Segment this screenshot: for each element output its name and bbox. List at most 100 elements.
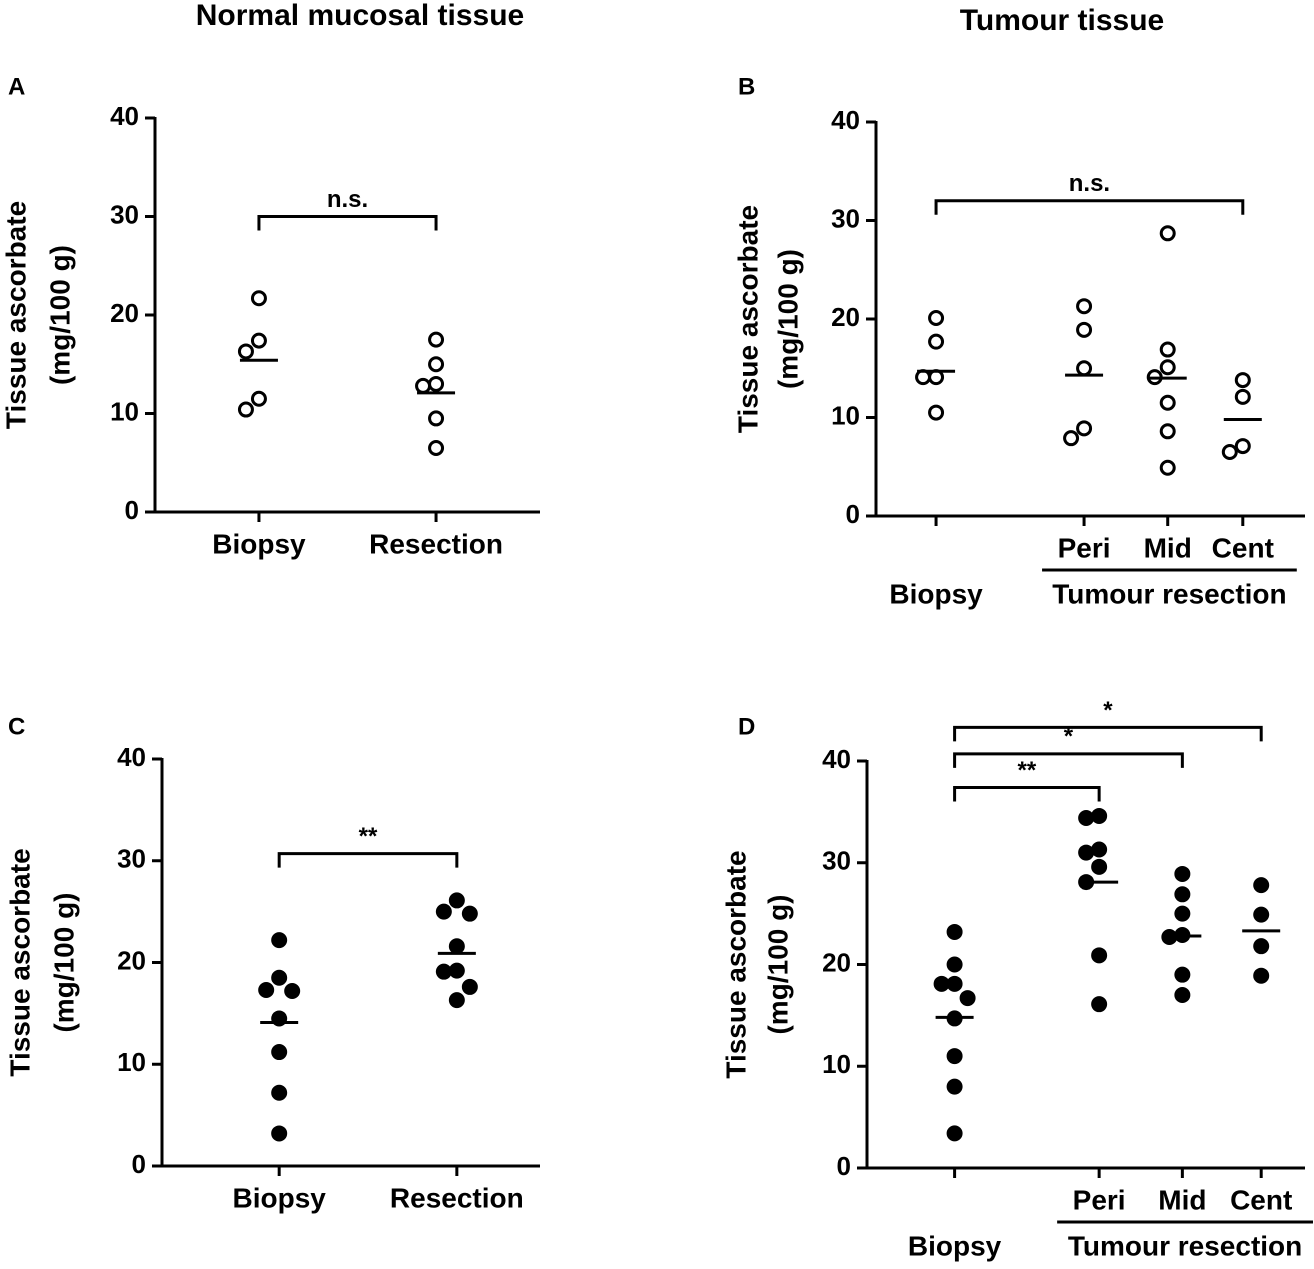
panel-label: B bbox=[738, 73, 755, 100]
data-point bbox=[1159, 459, 1176, 476]
y-axis-label: (mg/100 g) bbox=[48, 892, 79, 1032]
y-axis-label: (mg/100 g) bbox=[772, 249, 803, 389]
data-point bbox=[258, 981, 275, 998]
x-tick-label: Resection bbox=[390, 1182, 524, 1213]
data-point bbox=[250, 390, 267, 407]
y-tick-label: 30 bbox=[117, 844, 146, 874]
data-point bbox=[946, 1078, 963, 1095]
data-point bbox=[1221, 443, 1238, 460]
y-tick-label: 40 bbox=[117, 742, 146, 772]
y-tick-label: 0 bbox=[125, 495, 139, 525]
y-tick-label: 0 bbox=[132, 1149, 146, 1179]
data-point bbox=[1234, 388, 1251, 405]
panel-label: A bbox=[8, 73, 25, 100]
y-tick-label: 40 bbox=[110, 101, 139, 131]
data-point bbox=[448, 992, 465, 1009]
y-tick-label: 10 bbox=[822, 1049, 851, 1079]
significance-label: n.s. bbox=[1069, 170, 1110, 197]
y-axis-label: Tissue ascorbate bbox=[732, 205, 763, 433]
data-point bbox=[1253, 938, 1270, 955]
data-point bbox=[1076, 420, 1093, 437]
data-point bbox=[271, 932, 288, 949]
data-point bbox=[271, 1125, 288, 1142]
data-point bbox=[428, 410, 445, 427]
data-point bbox=[1174, 886, 1191, 903]
significance-label: * bbox=[1103, 697, 1113, 724]
data-point bbox=[946, 975, 963, 992]
data-point bbox=[237, 343, 254, 360]
significance-bracket bbox=[953, 725, 1263, 742]
y-tick-label: 20 bbox=[110, 298, 139, 328]
x-tick-label: Peri bbox=[1073, 1184, 1126, 1215]
data-point bbox=[1253, 906, 1270, 923]
significance-bracket bbox=[934, 199, 1245, 215]
data-point bbox=[1076, 298, 1093, 315]
y-tick-label: 20 bbox=[831, 302, 860, 332]
data-point bbox=[250, 332, 267, 349]
data-point bbox=[946, 956, 963, 973]
data-point bbox=[1159, 359, 1176, 376]
data-point bbox=[428, 439, 445, 456]
data-point bbox=[428, 375, 445, 392]
data-point bbox=[237, 401, 254, 418]
data-point bbox=[946, 923, 963, 940]
y-tick-label: 30 bbox=[110, 199, 139, 229]
data-point bbox=[1174, 905, 1191, 922]
data-point bbox=[428, 356, 445, 373]
significance-bracket bbox=[953, 785, 1101, 802]
y-tick-label: 0 bbox=[846, 499, 860, 529]
data-point bbox=[946, 1125, 963, 1142]
y-tick-label: 0 bbox=[837, 1151, 851, 1181]
data-point bbox=[461, 978, 478, 995]
significance-label: ** bbox=[359, 823, 378, 850]
data-point bbox=[959, 990, 976, 1007]
data-point bbox=[448, 962, 465, 979]
data-point bbox=[448, 938, 465, 955]
column-title: Tumour tissue bbox=[960, 4, 1164, 37]
data-point bbox=[1159, 225, 1176, 242]
y-tick-label: 10 bbox=[110, 396, 139, 426]
y-axis-label: Tissue ascorbate bbox=[0, 201, 31, 429]
y-tick-label: 10 bbox=[831, 400, 860, 430]
data-point bbox=[1076, 360, 1093, 377]
x-tick-label: Peri bbox=[1058, 532, 1111, 563]
data-point bbox=[271, 1044, 288, 1061]
y-tick-label: 20 bbox=[117, 945, 146, 975]
data-point bbox=[928, 404, 945, 421]
group-label: Tumour resection bbox=[1052, 578, 1286, 609]
x-tick-label: Resection bbox=[369, 528, 503, 559]
panel-label: C bbox=[8, 713, 25, 740]
data-point bbox=[1174, 987, 1191, 1004]
data-point bbox=[1091, 858, 1108, 875]
group-label: Tumour resection bbox=[1068, 1230, 1302, 1261]
significance-label: n.s. bbox=[327, 186, 368, 213]
y-axis-label: (mg/100 g) bbox=[762, 894, 793, 1034]
panel-label: D bbox=[738, 713, 755, 740]
data-point bbox=[250, 290, 267, 307]
data-point bbox=[946, 1048, 963, 1065]
x-tick-label: Cent bbox=[1212, 532, 1274, 563]
data-point bbox=[1234, 438, 1251, 455]
data-point bbox=[284, 982, 301, 999]
x-tick-label: Biopsy bbox=[908, 1230, 1002, 1261]
data-point bbox=[415, 377, 432, 394]
data-point bbox=[1234, 372, 1251, 389]
y-axis-label: Tissue ascorbate bbox=[4, 848, 35, 1076]
x-tick-label: Biopsy bbox=[889, 578, 983, 609]
x-tick-label: Mid bbox=[1144, 532, 1192, 563]
significance-label: * bbox=[1064, 723, 1074, 750]
data-point bbox=[428, 331, 445, 348]
data-point bbox=[1078, 844, 1095, 861]
data-point bbox=[1159, 423, 1176, 440]
y-tick-label: 40 bbox=[822, 744, 851, 774]
data-point bbox=[933, 975, 950, 992]
data-point bbox=[1063, 430, 1080, 447]
data-point bbox=[435, 903, 452, 920]
data-point bbox=[1159, 341, 1176, 358]
data-point bbox=[1253, 967, 1270, 984]
x-tick-label: Mid bbox=[1158, 1184, 1206, 1215]
data-point bbox=[461, 905, 478, 922]
data-point bbox=[1091, 996, 1108, 1013]
data-point bbox=[1253, 877, 1270, 894]
data-point bbox=[271, 969, 288, 986]
